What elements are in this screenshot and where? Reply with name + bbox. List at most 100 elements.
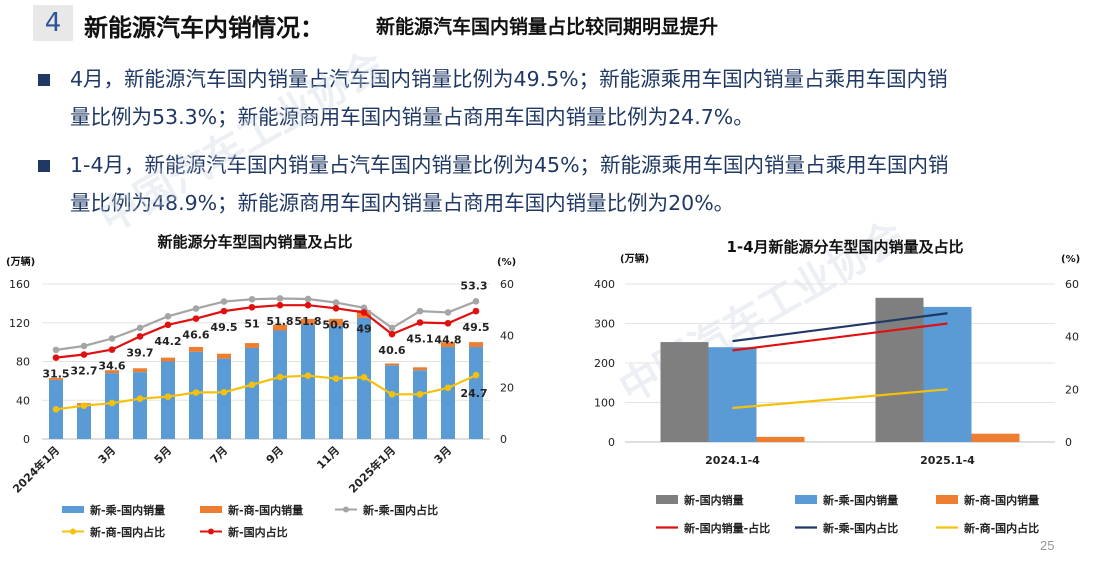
line-pass-share-point — [220, 298, 228, 305]
legend-label: 新-乘-国内占比 — [823, 521, 898, 535]
y-tick-label-right: 20 — [500, 381, 514, 394]
bar-comm — [971, 433, 1020, 442]
legend-swatch — [656, 495, 678, 504]
line-comm-share — [55, 374, 477, 411]
x-tick-label: 2025年1月 — [346, 443, 399, 496]
line-total-share-point — [136, 333, 144, 340]
line-comm-share-point — [388, 391, 396, 398]
legend-swatch — [200, 506, 222, 513]
legend-swatch — [62, 506, 84, 513]
y-tick-label-right: 40 — [1065, 331, 1079, 344]
y-tick-label-left: 100 — [594, 397, 615, 410]
line-pass-share-point — [108, 335, 116, 342]
line-comm-share-point — [444, 384, 452, 392]
data-label-total-share: 50.6 — [322, 318, 349, 331]
line-comm-share-point — [220, 388, 228, 396]
bullet-april: 4月，新能源汽车国内销量占汽车国内销量比例为49.5%；新能源乘用车国内销量占乘… — [38, 60, 1115, 136]
line-comm-share-point — [52, 405, 60, 413]
bar-comm — [49, 377, 63, 380]
x-tick-label: 3月 — [432, 444, 454, 466]
data-label-total-share: 49 — [356, 322, 371, 335]
y-tick-label-right: 60 — [1065, 278, 1079, 291]
data-label-total-share: 31.5 — [42, 368, 69, 381]
line-total-share-point — [444, 319, 452, 327]
line-comm-share-point — [164, 393, 172, 400]
bullet-text: 4月，新能源汽车国内销量占汽车国内销量比例为49.5%；新能源乘用车国内销量占乘… — [70, 67, 948, 91]
bar-pass — [245, 347, 259, 439]
x-tick-label: 7月 — [208, 444, 230, 466]
y-tick-label-left: 40 — [16, 394, 30, 407]
bar-pass — [708, 347, 757, 442]
bar-comm — [329, 318, 343, 326]
legend-label: 新-国内占比 — [228, 525, 288, 539]
y-tick-label-right: 20 — [1065, 383, 1079, 396]
line-pass-share-point — [304, 295, 312, 303]
line-pass-share-point — [52, 346, 60, 354]
line-total-share-point — [472, 307, 480, 315]
bar-pass — [923, 306, 972, 442]
monthly-chart: 新能源分车型国内销量及占比 (万辆) (%) 0 40 80 120 160 0 20 40 60 31… — [6, 233, 516, 539]
bullet-jan-apr: 1-4月，新能源汽车国内销量占汽车国内销量比例为45%；新能源乘用车国内销量占乘… — [38, 146, 1115, 222]
legend-label: 新-乘-国内销量 — [823, 493, 898, 507]
data-label-total-share: 49.5 — [210, 321, 237, 334]
bar-comm — [245, 343, 259, 348]
data-label-total-share: 51.8 — [266, 315, 293, 328]
y-tick-label-left: 0 — [608, 436, 615, 449]
line-total-share-point — [220, 307, 228, 315]
data-label-total-share: 46.6 — [182, 329, 209, 342]
bar-comm — [189, 346, 203, 352]
bar-pass — [273, 330, 287, 439]
x-tick-label: 5月 — [152, 444, 174, 466]
line-total-share — [732, 322, 948, 352]
line-total-share-point — [276, 301, 284, 309]
line-total-share-point — [248, 303, 256, 311]
bullet-text: 量比例为53.3%；新能源商用车国内销量占商用车国内销量比例为24.7%。 — [70, 105, 754, 129]
right-axis-unit: (%) — [1061, 254, 1080, 265]
page-number: 25 — [1040, 538, 1055, 553]
x-tick-label: 9月 — [264, 444, 286, 466]
chart-title: 1-4月新能源分车型国内销量及占比 — [726, 238, 963, 256]
data-label-total-share: 45.1 — [406, 332, 433, 345]
line-comm-share-point — [416, 391, 424, 398]
bar-pass — [413, 370, 427, 439]
bar-comm — [385, 363, 399, 366]
bar-pass — [77, 405, 91, 439]
data-label-total-share: 49.5 — [462, 321, 489, 334]
bar-comm — [469, 342, 483, 347]
line-total-share-point — [52, 354, 60, 361]
x-tick-label: 3月 — [96, 444, 118, 466]
line-total-share-point — [332, 304, 340, 312]
line-comm-share — [732, 388, 948, 410]
legend-label: 新-商-国内占比 — [90, 525, 165, 539]
line-comm-share-point — [108, 399, 116, 407]
bar-comm — [105, 370, 119, 374]
slide-subtitle: 新能源汽车国内销量占比较同期明显提升 — [376, 16, 719, 38]
y-tick-label-left: 120 — [9, 317, 30, 330]
bar-comm — [301, 318, 315, 325]
line-pass-share-point — [360, 304, 368, 312]
line-comm-share-point — [332, 375, 340, 382]
y-tick-label-right: 0 — [1065, 436, 1072, 449]
bar-total — [660, 342, 709, 442]
legend-label: 新-商-国内销量 — [228, 503, 303, 517]
legend-label: 新-商-国内占比 — [964, 521, 1039, 535]
line-pass-share-point — [416, 307, 424, 315]
bar-comm — [217, 353, 231, 359]
data-label-pass-share: 53.3 — [460, 279, 487, 292]
slide-header: 4 新能源汽车内销情况： 新能源汽车国内销量占比较同期明显提升 — [0, 0, 1119, 46]
y-tick-label-left: 160 — [9, 278, 30, 291]
line-pass-share-point — [388, 324, 396, 332]
line-total-share-point — [360, 309, 368, 316]
y-tick-label-left: 0 — [23, 433, 30, 446]
legend-label: 新-国内销量-占比 — [684, 521, 770, 535]
y-tick-label-left: 80 — [16, 356, 30, 369]
line-pass-share-point — [332, 299, 340, 306]
bar-comm — [273, 324, 287, 331]
legend-label: 新-商-国内销量 — [964, 493, 1039, 507]
bullet-text: 量比例为48.9%；新能源商用车国内销量占商用车国内销量比例为20%。 — [70, 191, 735, 215]
data-label-total-share: 39.7 — [126, 346, 153, 359]
bar-pass — [161, 361, 175, 439]
data-label-total-share: 40.6 — [378, 344, 405, 357]
bar-pass — [441, 346, 455, 439]
x-tick-label: 11月 — [314, 444, 342, 472]
